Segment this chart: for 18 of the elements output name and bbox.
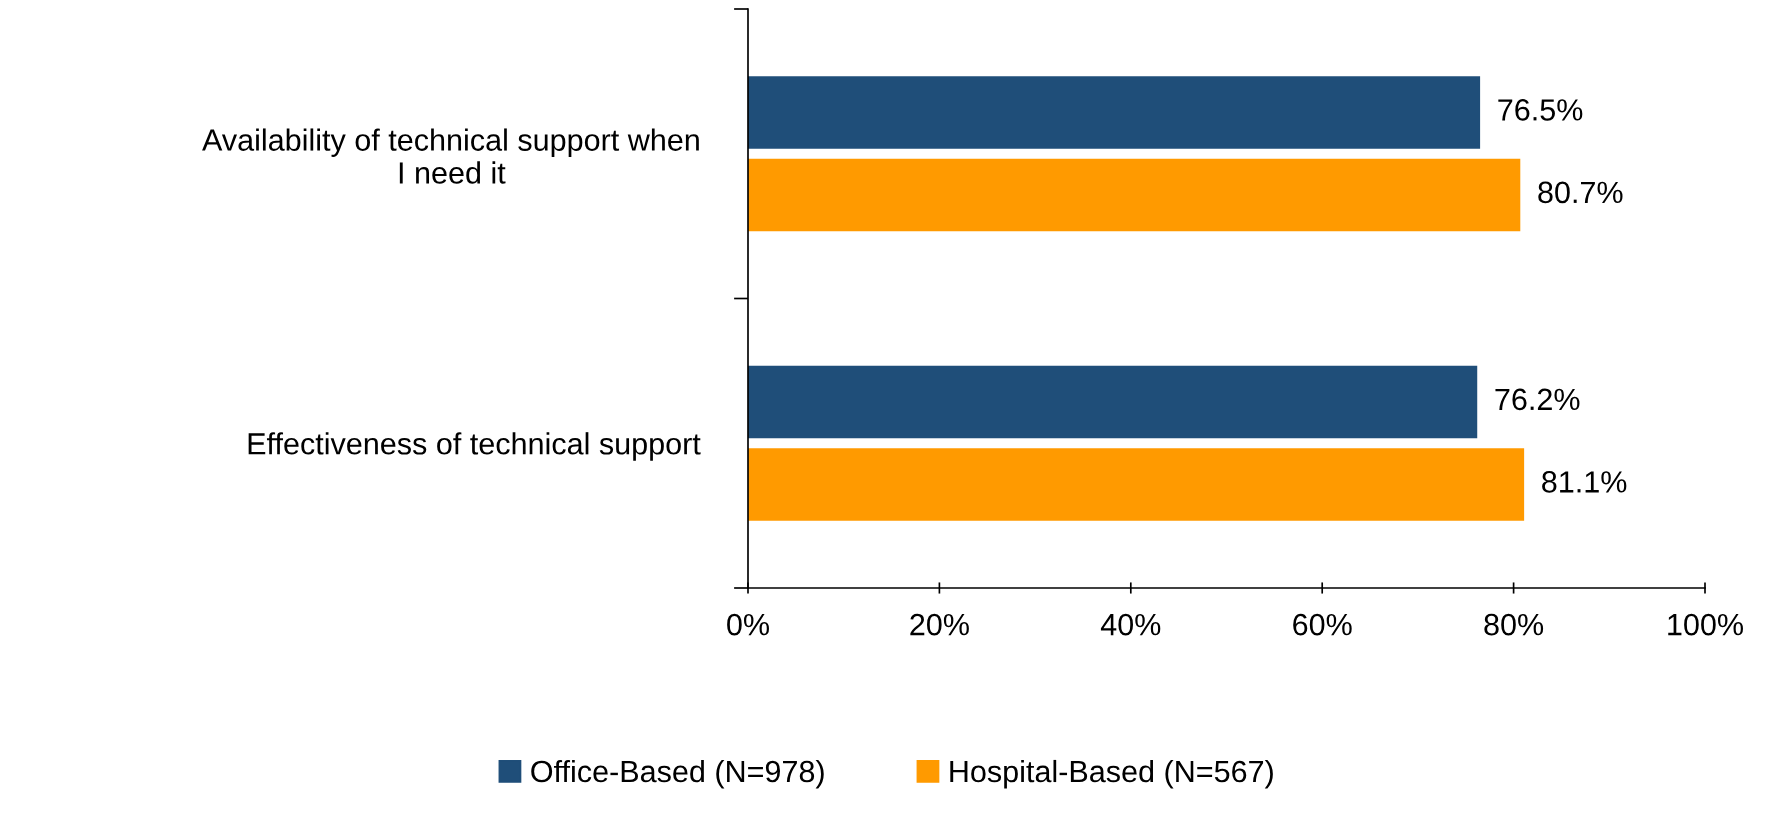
x-tick-label: 80% (1484, 613, 1544, 636)
x-tick-label: 0% (727, 613, 769, 636)
x-tick-label: 60% (1293, 613, 1352, 636)
x-tick-label: 20% (910, 613, 969, 636)
data-label: 76.2% (1495, 388, 1580, 411)
legend-label: Office-Based (N=978) (531, 759, 824, 789)
bar (748, 448, 1525, 521)
bar (748, 365, 1478, 439)
y-tick-label: Effectiveness of technical support (248, 432, 701, 461)
data-label: 81.1% (1542, 471, 1627, 493)
bar (748, 76, 1481, 149)
x-tick-label: 100% (1668, 613, 1743, 636)
data-label: 76.5% (1498, 99, 1583, 121)
y-tick-label: Availability of technical support when I need it (202, 128, 699, 184)
bar (748, 158, 1521, 232)
legend-label: Hospital-Based (N=567) (950, 759, 1273, 789)
x-tick-label: 40% (1100, 613, 1161, 636)
data-label: 80.7% (1538, 181, 1623, 204)
